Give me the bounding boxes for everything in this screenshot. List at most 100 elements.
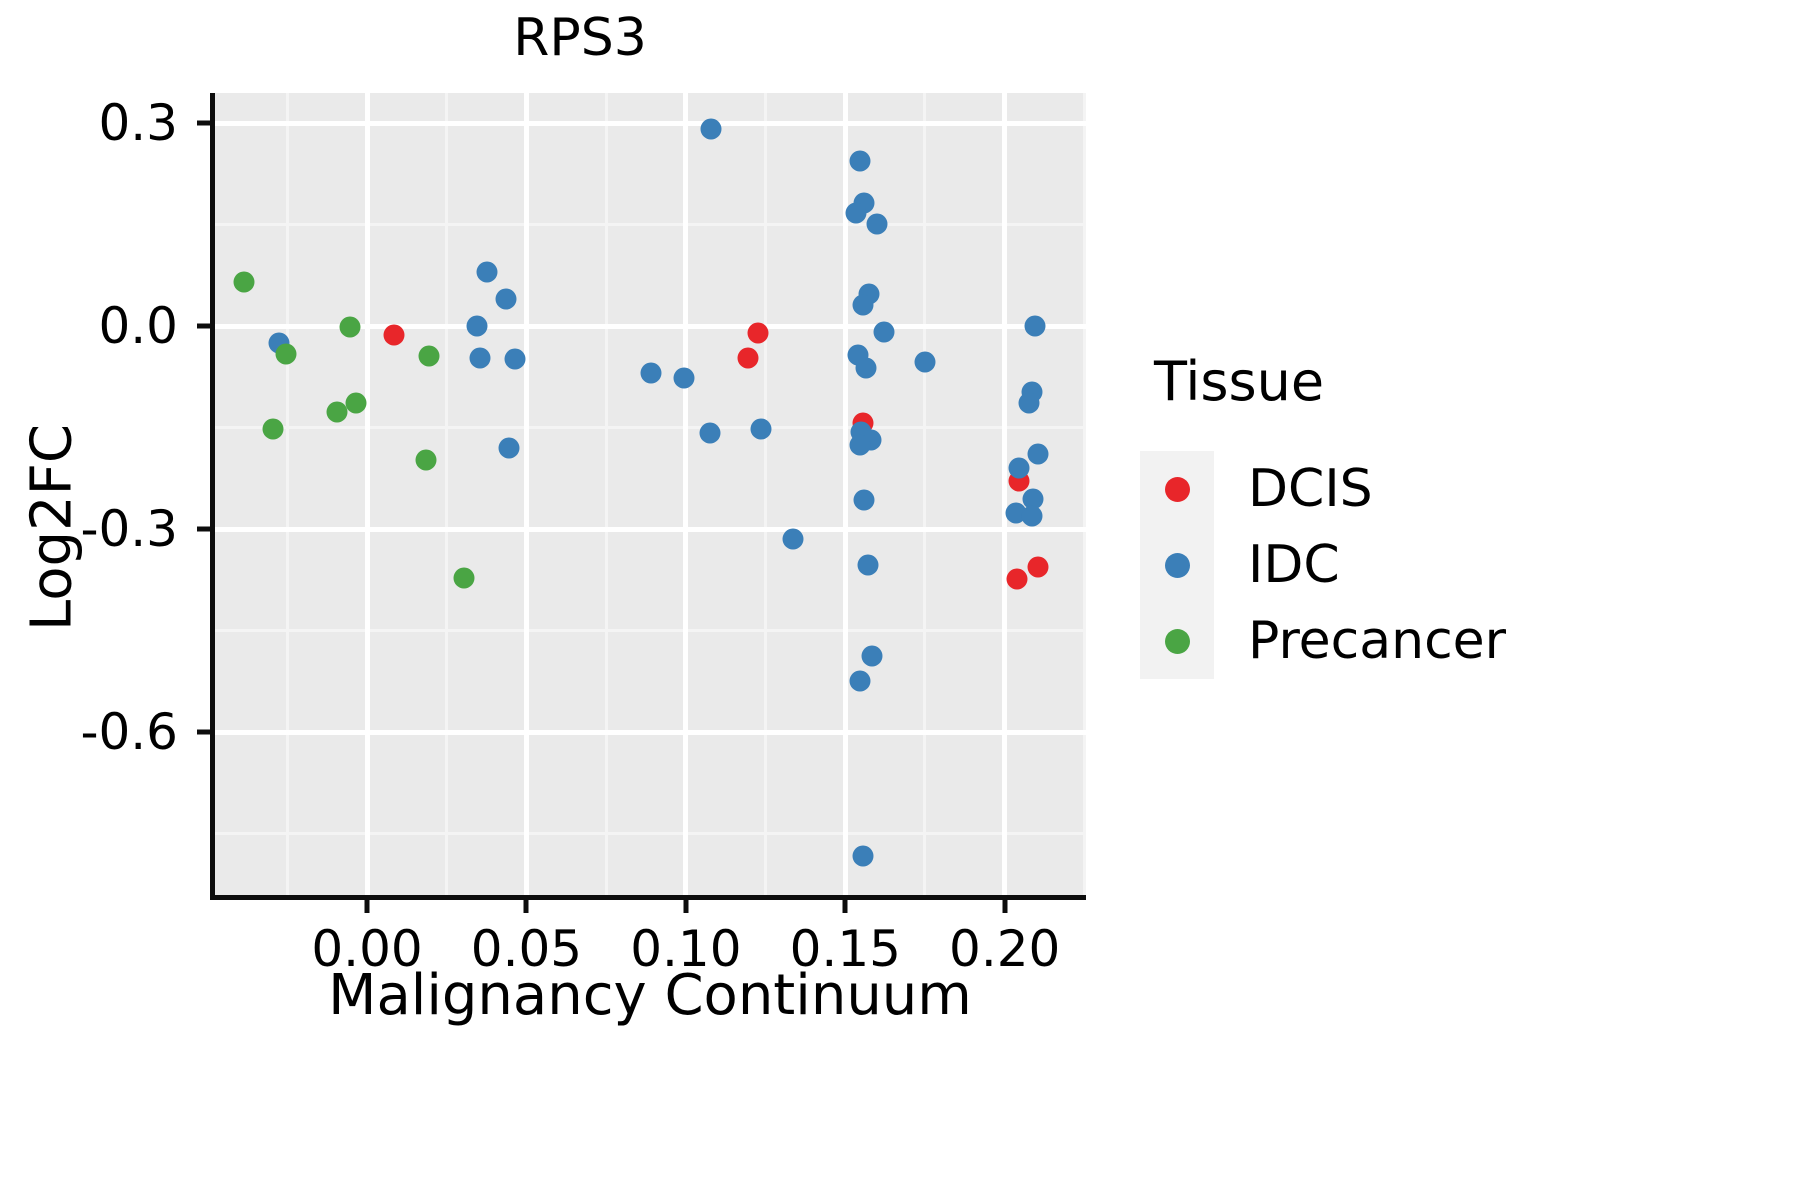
data-point-idc xyxy=(1021,505,1043,527)
x-axis-tick xyxy=(523,898,529,913)
data-point-idc xyxy=(498,437,520,459)
y-axis-tick-label: 0.0 xyxy=(98,297,178,356)
grid-line-vertical xyxy=(364,93,370,898)
legend-dot-idc-icon xyxy=(1164,552,1190,578)
y-axis-tick-label: 0.3 xyxy=(98,94,178,153)
legend-rows: DCIS IDC Precancer xyxy=(1140,451,1506,679)
data-point-precancer xyxy=(345,392,367,414)
grid-line-horizontal xyxy=(214,120,1086,126)
data-point-idc xyxy=(673,367,695,389)
x-axis-tick xyxy=(1002,898,1008,913)
data-point-dcis xyxy=(1027,556,1049,578)
data-point-idc xyxy=(469,347,491,369)
data-point-precancer xyxy=(262,418,284,440)
x-axis-tick xyxy=(842,898,848,913)
data-point-precancer xyxy=(326,401,348,423)
legend: Tissue DCIS IDC Precancer xyxy=(1140,350,1506,679)
grid-line-vertical-minor xyxy=(604,93,608,898)
y-axis-title: Log2FC xyxy=(19,424,85,631)
x-axis-tick xyxy=(364,898,370,913)
grid-line-vertical xyxy=(1002,93,1008,898)
x-axis-line xyxy=(210,895,1086,900)
data-point-precancer xyxy=(339,316,360,338)
x-axis-tick-label: 0.15 xyxy=(789,920,901,978)
y-axis-tick-label: -0.6 xyxy=(80,703,178,762)
data-point-idc xyxy=(750,418,772,440)
data-point-idc xyxy=(873,321,895,343)
data-point-idc xyxy=(853,489,875,511)
legend-item-idc[interactable]: IDC xyxy=(1140,527,1506,603)
data-point-precancer xyxy=(453,567,475,589)
data-point-idc xyxy=(700,118,722,140)
x-axis-tick-label: 0.20 xyxy=(949,920,1061,978)
x-axis-tick-label: 0.10 xyxy=(630,920,742,978)
grid-line-horizontal-minor xyxy=(214,426,1086,430)
x-axis-tick-label: 0.00 xyxy=(311,920,423,978)
grid-line-vertical-minor xyxy=(285,93,289,898)
grid-line-vertical xyxy=(523,93,529,898)
data-point-precancer xyxy=(418,345,440,367)
grid-line-vertical-minor xyxy=(445,93,449,898)
data-point-idc xyxy=(1018,392,1040,414)
y-axis-tick-label: -0.3 xyxy=(80,500,178,559)
data-point-idc xyxy=(504,348,526,370)
grid-line-vertical-minor xyxy=(764,93,768,898)
data-point-idc xyxy=(852,294,874,316)
legend-key-swatch xyxy=(1140,451,1214,527)
data-point-idc xyxy=(1024,315,1046,337)
data-point-idc xyxy=(640,362,662,384)
data-point-idc xyxy=(849,150,871,172)
data-point-idc xyxy=(1022,488,1044,510)
data-point-idc xyxy=(1027,443,1049,465)
y-axis-tick xyxy=(197,526,211,532)
grid-line-vertical-minor xyxy=(1082,93,1086,898)
legend-key-swatch xyxy=(1140,527,1214,603)
y-axis-line xyxy=(210,93,215,898)
data-point-idc xyxy=(857,554,879,575)
grid-line-horizontal-minor xyxy=(214,629,1086,633)
data-point-idc xyxy=(914,351,936,373)
plot-panel xyxy=(214,93,1086,898)
legend-item-label: Precancer xyxy=(1248,611,1507,671)
data-point-idc xyxy=(866,213,888,235)
data-point-dcis xyxy=(383,324,405,346)
data-point-idc xyxy=(1005,502,1027,524)
legend-item-label: IDC xyxy=(1248,535,1340,595)
chart-title: RPS3 xyxy=(513,8,647,68)
data-point-dcis xyxy=(747,322,769,344)
x-axis-title: Malignancy Continuum xyxy=(328,963,972,1028)
grid-line-vertical-minor xyxy=(923,93,927,898)
data-point-idc xyxy=(466,315,488,337)
data-point-precancer xyxy=(415,449,437,471)
y-axis-tick xyxy=(197,729,211,735)
data-point-idc xyxy=(845,202,867,224)
grid-line-horizontal-minor xyxy=(214,832,1086,836)
legend-item-precancer[interactable]: Precancer xyxy=(1140,603,1506,679)
grid-line-vertical xyxy=(842,93,848,898)
legend-item-label: DCIS xyxy=(1248,459,1373,519)
data-point-idc xyxy=(495,288,517,310)
data-point-precancer xyxy=(275,343,297,365)
grid-line-horizontal-minor xyxy=(214,223,1086,227)
legend-title: Tissue xyxy=(1154,350,1325,413)
legend-dot-precancer-icon xyxy=(1164,628,1190,654)
data-point-idc xyxy=(852,845,874,867)
data-point-idc xyxy=(782,528,804,550)
x-axis-tick-label: 0.05 xyxy=(470,920,583,978)
grid-line-horizontal xyxy=(214,323,1086,329)
grid-line-vertical xyxy=(683,93,689,898)
data-point-idc xyxy=(476,261,498,283)
legend-item-dcis[interactable]: DCIS xyxy=(1140,451,1506,527)
data-point-idc xyxy=(849,434,871,456)
data-point-idc xyxy=(1008,457,1030,479)
data-point-idc xyxy=(849,670,871,692)
grid-line-horizontal xyxy=(214,526,1086,532)
grid-line-horizontal xyxy=(214,729,1086,735)
x-axis-tick xyxy=(683,898,689,913)
data-point-dcis xyxy=(1006,568,1028,590)
data-point-idc xyxy=(699,422,721,444)
y-axis-tick xyxy=(197,323,211,329)
data-point-idc xyxy=(861,645,883,667)
data-point-idc xyxy=(855,357,877,379)
